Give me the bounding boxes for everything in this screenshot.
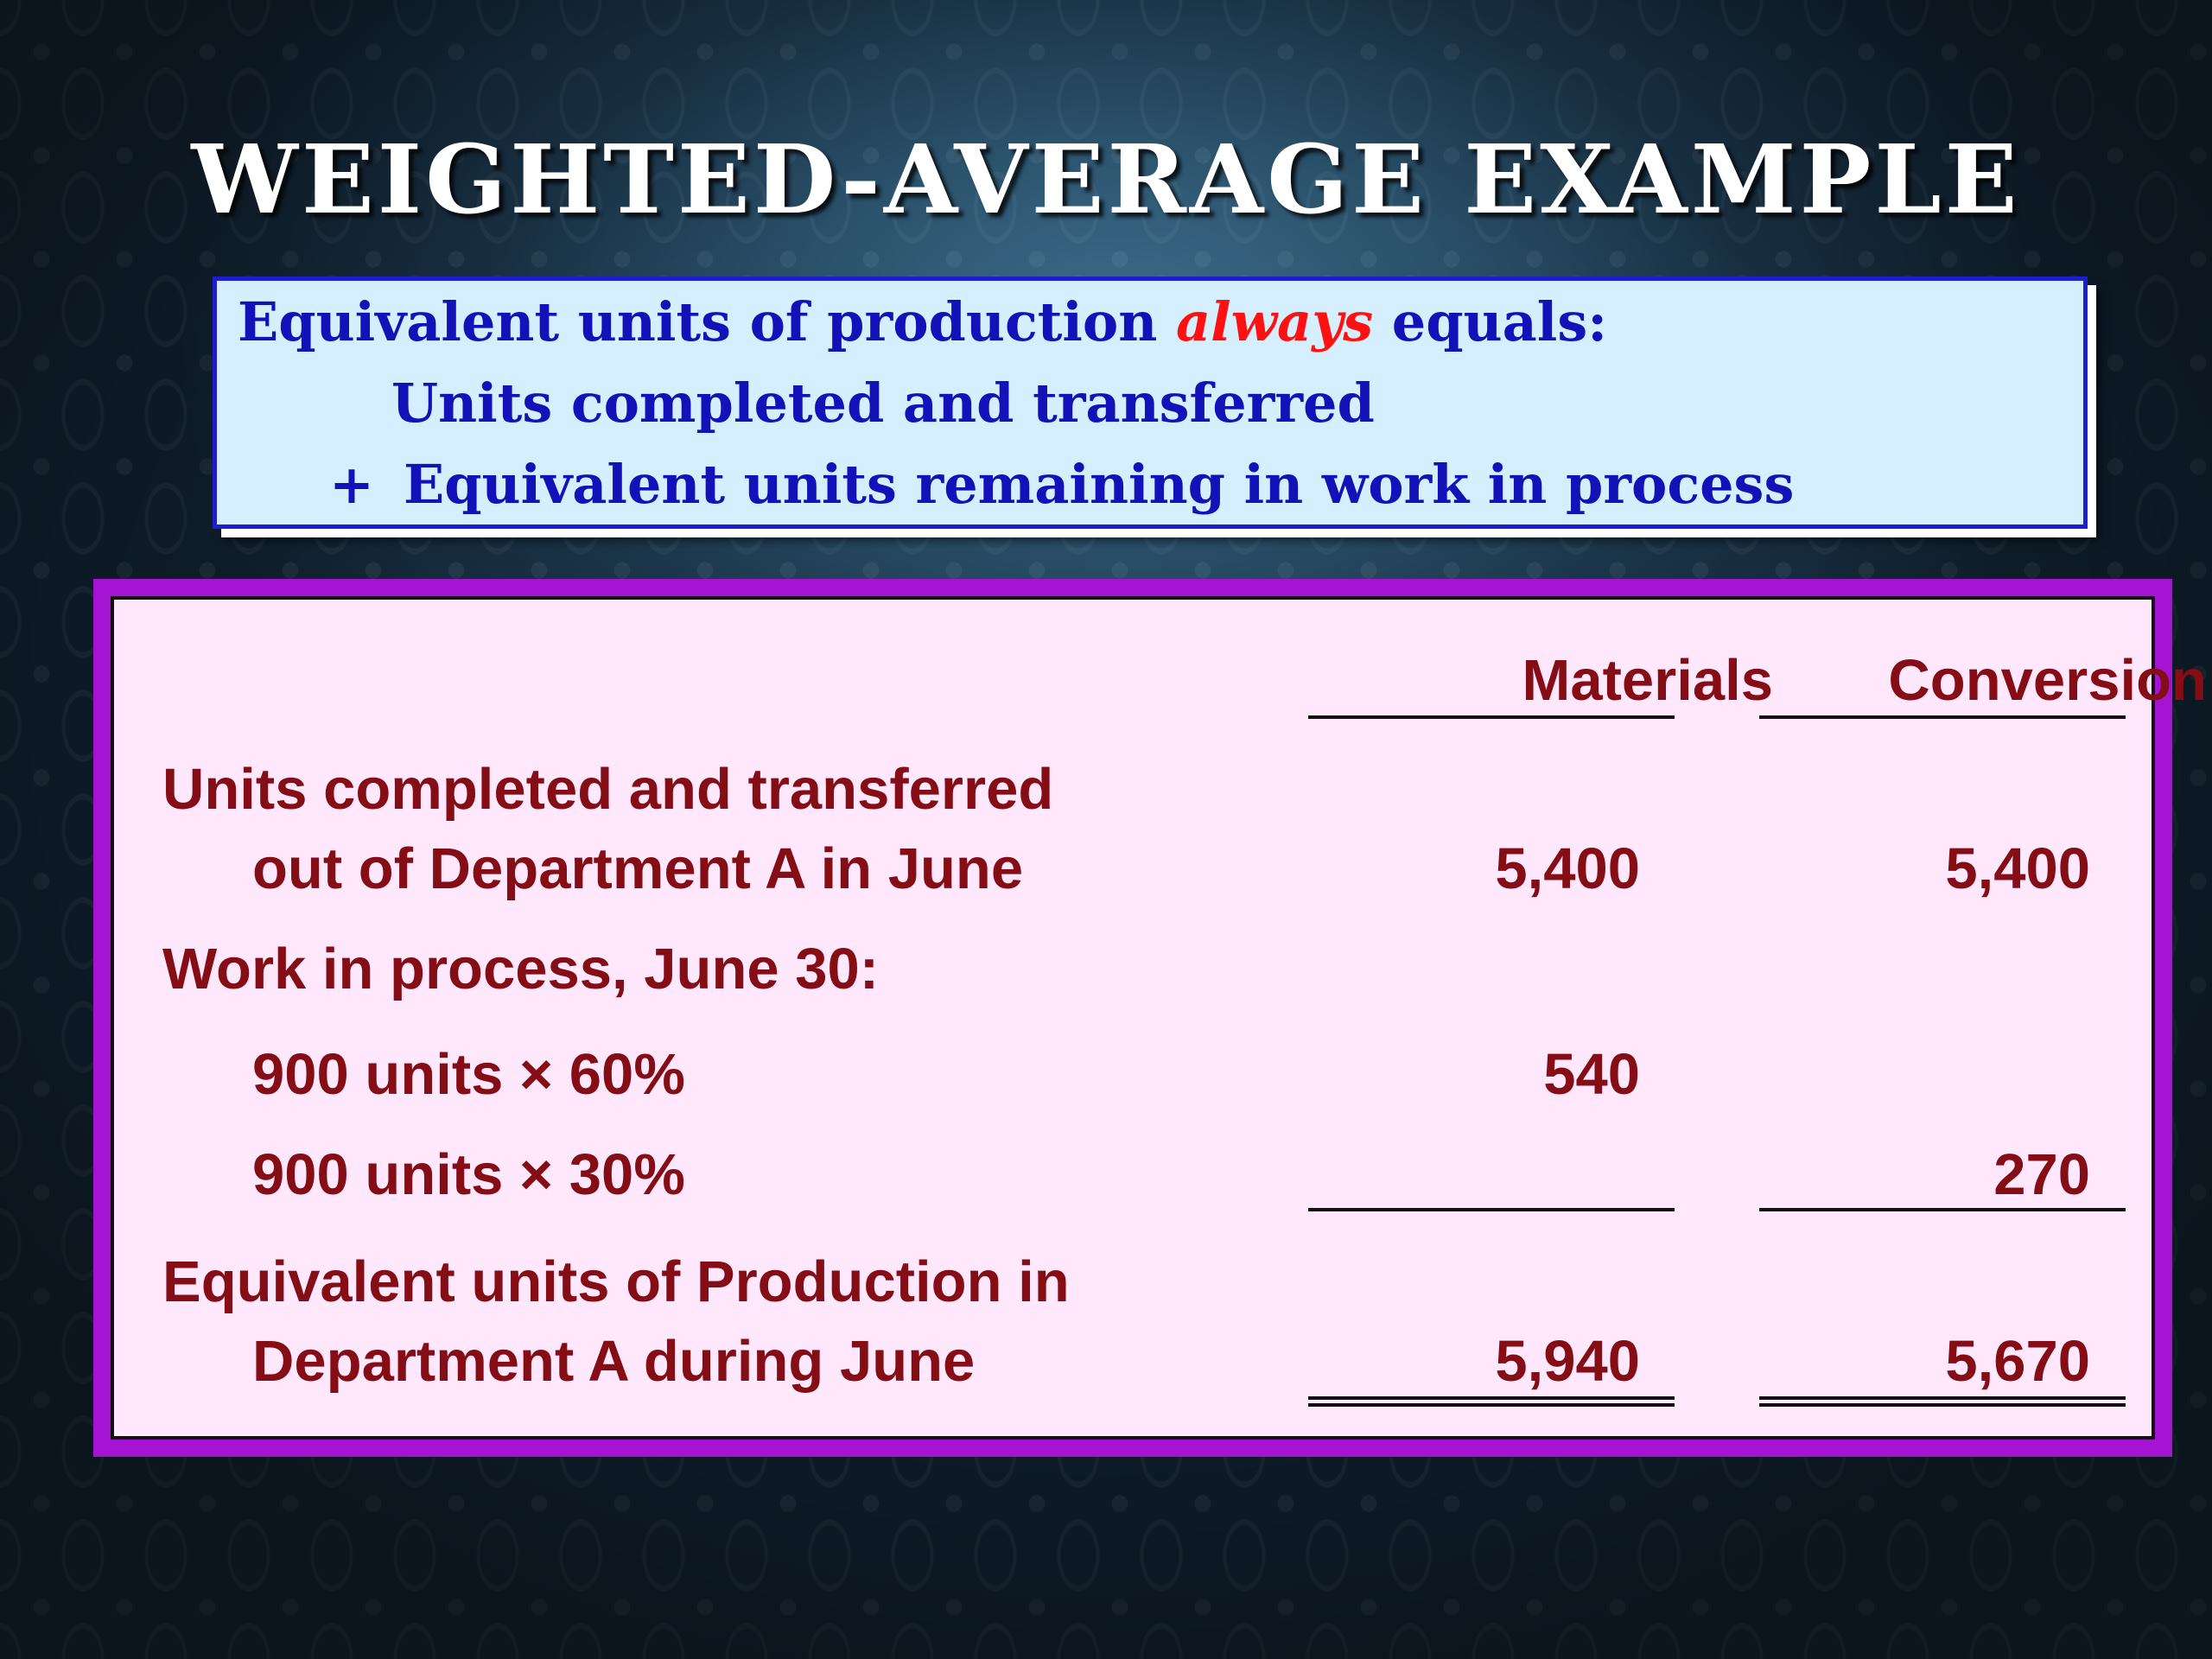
row-label-equivalent-units-line-1: Equivalent units of Production in <box>162 1249 1070 1314</box>
column-header-underline-conversion <box>1759 715 2126 719</box>
equivalent-units-table: Materials Conversion Units completed and… <box>111 596 2207 1440</box>
row-label-equivalent-units-line-2: Department A during June <box>252 1329 976 1394</box>
formula-line-2: Units completed and transferred <box>391 372 1375 435</box>
total-double-rule-conversion <box>1759 1396 2126 1407</box>
slide-title: WEIGHTED-AVERAGE EXAMPLE <box>191 124 2021 235</box>
cell-wip-materials: 540 <box>1543 1042 1640 1107</box>
column-header-underline-materials <box>1308 715 1675 719</box>
row-label-work-in-process: Work in process, June 30: <box>162 937 880 1001</box>
row-label-units-completed-line-2: out of Department A in June <box>252 836 1024 901</box>
row-label-units-completed-line-1: Units completed and transferred <box>162 757 1054 822</box>
formula-line-3: + Equivalent units remaining in work in p… <box>329 450 1794 519</box>
subtotal-rule-materials <box>1308 1208 1675 1211</box>
row-label-wip-materials-calc: 900 units × 60% <box>252 1042 685 1107</box>
column-header-conversion: Conversion <box>1888 648 2207 713</box>
formula-line-1-prefix: Equivalent units of production <box>238 290 1158 353</box>
subtotal-rule-conversion <box>1759 1208 2126 1211</box>
cell-wip-conversion: 270 <box>1993 1142 2090 1207</box>
formula-plus-operator: + <box>329 453 374 516</box>
formula-line-3-text: Equivalent units remaining in work in pr… <box>403 453 1795 516</box>
cell-units-completed-conversion: 5,400 <box>1945 836 2090 901</box>
equivalent-units-table-frame: Materials Conversion Units completed and… <box>93 579 2207 1457</box>
formula-box: Equivalent units of production always eq… <box>213 276 2088 529</box>
column-header-materials: Materials <box>1522 648 1773 713</box>
formula-line-1-suffix: equals: <box>1391 290 1608 353</box>
cell-equivalent-units-conversion: 5,670 <box>1945 1329 2090 1394</box>
formula-line-1: Equivalent units of production always eq… <box>238 288 1607 357</box>
formula-emphasis-always: always <box>1175 290 1374 353</box>
cell-units-completed-materials: 5,400 <box>1495 836 1640 901</box>
row-label-wip-conversion-calc: 900 units × 30% <box>252 1142 685 1207</box>
total-double-rule-materials <box>1308 1396 1675 1407</box>
cell-equivalent-units-materials: 5,940 <box>1495 1329 1640 1394</box>
